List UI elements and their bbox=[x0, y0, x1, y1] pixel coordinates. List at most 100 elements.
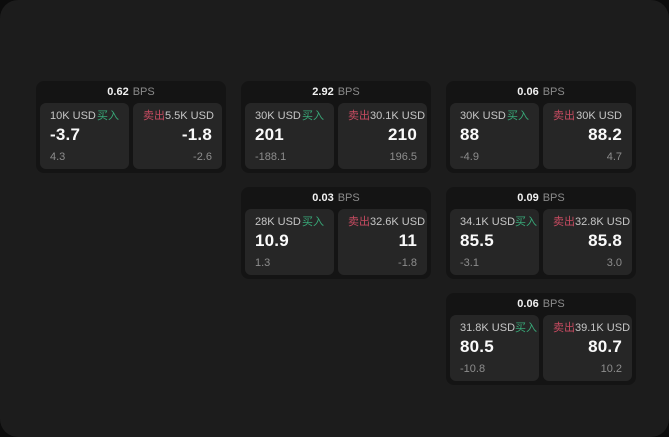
quote-panels: 28K USD 买入 10.9 1.3 卖出 32.6K USD 11 -1.8 bbox=[245, 209, 427, 275]
buy-panel-top: 28K USD 买入 bbox=[255, 217, 324, 228]
sell-price: 88.2 bbox=[588, 125, 622, 144]
spread-header: 0.06 BPS bbox=[450, 81, 632, 103]
quote-panels: 30K USD 买入 201 -188.1 卖出 30.1K USD 210 1… bbox=[245, 103, 427, 169]
buy-button[interactable]: 买入 bbox=[97, 110, 119, 122]
sell-delta: 4.7 bbox=[606, 151, 622, 163]
sell-delta: -2.6 bbox=[193, 151, 212, 163]
sell-button[interactable]: 卖出 bbox=[143, 110, 165, 122]
sell-panel-top: 卖出 32.6K USD bbox=[348, 216, 425, 228]
buy-price: 10.9 bbox=[255, 231, 289, 250]
buy-delta: -10.8 bbox=[460, 363, 486, 375]
sell-size-label: 30K USD bbox=[576, 110, 622, 122]
buy-price: -3.7 bbox=[50, 125, 81, 144]
sell-size-label: 5.5K USD bbox=[165, 110, 214, 122]
quote-panels: 30K USD 买入 88 -4.9 卖出 30K USD 88.2 4.7 bbox=[450, 103, 632, 169]
sell-price: 11 bbox=[398, 231, 417, 250]
sell-button[interactable]: 卖出 bbox=[553, 110, 575, 122]
spread-unit-label: BPS bbox=[542, 297, 565, 310]
spread-header: 0.03 BPS bbox=[245, 187, 427, 209]
quote-card: 0.62 BPS 10K USD 买入 -3.7 4.3 卖出 5.5K USD… bbox=[36, 81, 226, 173]
buy-panel[interactable]: 30K USD 买入 201 -188.1 bbox=[245, 103, 334, 169]
sell-price: 210 bbox=[388, 125, 417, 144]
sell-size-label: 39.1K USD bbox=[575, 322, 631, 334]
sell-panel-top: 卖出 30.1K USD bbox=[348, 110, 425, 122]
sell-panel[interactable]: 卖出 30K USD 88.2 4.7 bbox=[543, 103, 632, 169]
buy-delta: 4.3 bbox=[50, 151, 66, 163]
buy-size-label: 34.1K USD bbox=[460, 216, 516, 228]
sell-size-label: 32.6K USD bbox=[370, 216, 426, 228]
sell-delta: 196.5 bbox=[389, 151, 417, 163]
buy-delta: -188.1 bbox=[255, 151, 287, 163]
buy-size-label: 30K USD bbox=[255, 110, 301, 122]
sell-price: -1.8 bbox=[181, 125, 212, 144]
spread-unit-label: BPS bbox=[337, 191, 360, 204]
buy-size-label: 30K USD bbox=[460, 110, 506, 122]
sell-price: 80.7 bbox=[588, 337, 622, 356]
sell-panel[interactable]: 卖出 32.8K USD 85.8 3.0 bbox=[543, 209, 632, 275]
quote-panels: 10K USD 买入 -3.7 4.3 卖出 5.5K USD -1.8 -2.… bbox=[40, 103, 222, 169]
sell-button[interactable]: 卖出 bbox=[553, 322, 575, 334]
spread-unit-label: BPS bbox=[542, 85, 565, 98]
sell-panel[interactable]: 卖出 39.1K USD 80.7 10.2 bbox=[543, 315, 632, 381]
buy-delta: -3.1 bbox=[460, 257, 479, 269]
buy-panel[interactable]: 10K USD 买入 -3.7 4.3 bbox=[40, 103, 129, 169]
buy-delta: 1.3 bbox=[255, 257, 271, 269]
spread-header: 0.62 BPS bbox=[40, 81, 222, 103]
spread-unit-label: BPS bbox=[132, 85, 155, 98]
buy-panel[interactable]: 30K USD 买入 88 -4.9 bbox=[450, 103, 539, 169]
buy-price: 85.5 bbox=[460, 231, 494, 250]
quote-panels: 34.1K USD 买入 85.5 -3.1 卖出 32.8K USD 85.8… bbox=[450, 209, 632, 275]
buy-button[interactable]: 买入 bbox=[515, 216, 538, 228]
sell-delta: 10.2 bbox=[600, 363, 622, 375]
quote-card: 0.09 BPS 34.1K USD 买入 85.5 -3.1 卖出 32.8K… bbox=[446, 187, 636, 279]
quote-card: 0.03 BPS 28K USD 买入 10.9 1.3 卖出 32.6K US… bbox=[241, 187, 431, 279]
sell-panel-top: 卖出 5.5K USD bbox=[143, 110, 214, 122]
quote-card: 0.06 BPS 31.8K USD 买入 80.5 -10.8 卖出 39.1… bbox=[446, 293, 636, 385]
sell-panel[interactable]: 卖出 5.5K USD -1.8 -2.6 bbox=[133, 103, 222, 169]
buy-price: 80.5 bbox=[460, 337, 494, 356]
spread-value: 2.92 bbox=[312, 85, 334, 98]
spread-value: 0.06 bbox=[517, 297, 539, 310]
buy-panel-top: 30K USD 买入 bbox=[255, 111, 324, 122]
buy-panel[interactable]: 28K USD 买入 10.9 1.3 bbox=[245, 209, 334, 275]
sell-button[interactable]: 卖出 bbox=[348, 216, 370, 228]
buy-panel-top: 34.1K USD 买入 bbox=[460, 216, 537, 228]
buy-button[interactable]: 买入 bbox=[515, 322, 538, 334]
sell-panel-top: 卖出 39.1K USD bbox=[553, 322, 630, 334]
buy-panel-top: 10K USD 买入 bbox=[50, 111, 119, 122]
buy-panel-top: 31.8K USD 买入 bbox=[460, 322, 537, 334]
sell-button[interactable]: 卖出 bbox=[348, 110, 370, 122]
buy-delta: -4.9 bbox=[460, 151, 479, 163]
buy-price: 201 bbox=[255, 125, 284, 144]
sell-panel[interactable]: 卖出 32.6K USD 11 -1.8 bbox=[338, 209, 427, 275]
buy-panel[interactable]: 34.1K USD 买入 85.5 -3.1 bbox=[450, 209, 539, 275]
buy-size-label: 10K USD bbox=[50, 110, 96, 122]
spread-value: 0.06 bbox=[517, 85, 539, 98]
sell-panel-top: 卖出 32.8K USD bbox=[553, 216, 630, 228]
buy-button[interactable]: 买入 bbox=[507, 110, 529, 122]
buy-size-label: 28K USD bbox=[255, 216, 301, 228]
sell-size-label: 32.8K USD bbox=[575, 216, 631, 228]
spread-value: 0.09 bbox=[517, 191, 539, 204]
buy-panel-top: 30K USD 买入 bbox=[460, 111, 529, 122]
buy-panel[interactable]: 31.8K USD 买入 80.5 -10.8 bbox=[450, 315, 539, 381]
buy-size-label: 31.8K USD bbox=[460, 322, 516, 334]
spread-value: 0.03 bbox=[312, 191, 334, 204]
spread-unit-label: BPS bbox=[337, 85, 360, 98]
spread-unit-label: BPS bbox=[542, 191, 565, 204]
spread-header: 0.09 BPS bbox=[450, 187, 632, 209]
sell-price: 85.8 bbox=[588, 231, 622, 250]
buy-button[interactable]: 买入 bbox=[302, 110, 324, 122]
sell-button[interactable]: 卖出 bbox=[553, 216, 575, 228]
sell-delta: 3.0 bbox=[606, 257, 622, 269]
sell-delta: -1.8 bbox=[398, 257, 417, 269]
buy-button[interactable]: 买入 bbox=[302, 216, 324, 228]
spread-header: 2.92 BPS bbox=[245, 81, 427, 103]
quotes-grid: 0.62 BPS 10K USD 买入 -3.7 4.3 卖出 5.5K USD… bbox=[36, 81, 636, 385]
sell-panel[interactable]: 卖出 30.1K USD 210 196.5 bbox=[338, 103, 427, 169]
spread-header: 0.06 BPS bbox=[450, 293, 632, 315]
quote-panels: 31.8K USD 买入 80.5 -10.8 卖出 39.1K USD 80.… bbox=[450, 315, 632, 381]
spread-value: 0.62 bbox=[107, 85, 129, 98]
quote-card: 2.92 BPS 30K USD 买入 201 -188.1 卖出 30.1K … bbox=[241, 81, 431, 173]
